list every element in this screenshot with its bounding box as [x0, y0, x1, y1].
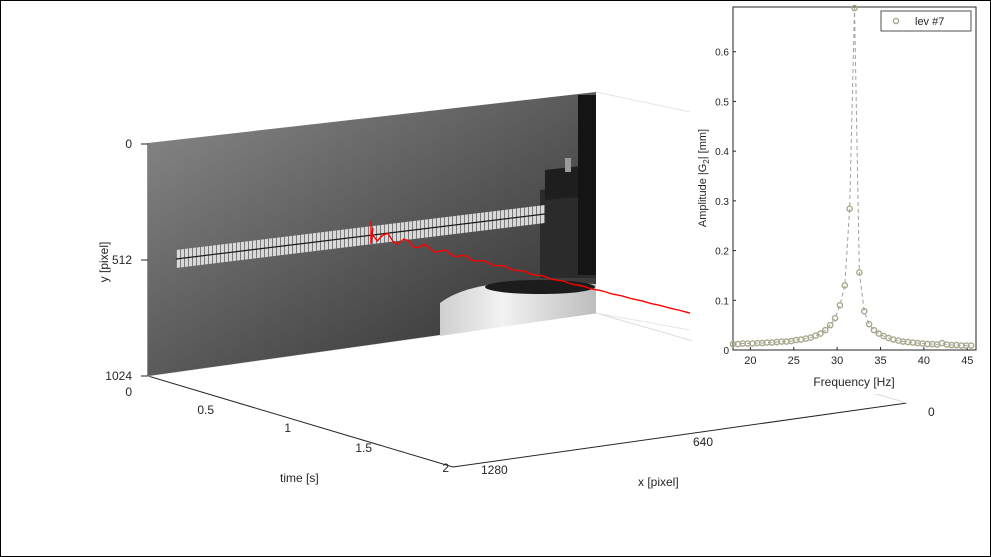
- data-point: [967, 342, 975, 349]
- data-point: [870, 326, 878, 334]
- data-point: [836, 301, 844, 309]
- inset-y-tick-label: 0.4: [715, 147, 729, 158]
- data-point: [851, 4, 858, 12]
- x-axis-line: [452, 402, 908, 468]
- legend-box: [880, 10, 972, 32]
- frf-inset-chart: 20 25 30 35 40 45 0 0.1 0.2 0.3 0.4 0.5 0.6 lev #7 F…: [692, 4, 984, 394]
- x-tick-label: 640: [693, 435, 713, 449]
- time-axis-label: time [s]: [280, 471, 319, 485]
- data-point: [817, 330, 824, 337]
- data-point: [856, 269, 863, 276]
- inset-markers: [729, 4, 975, 349]
- x-axis-label: x [pixel]: [638, 475, 679, 489]
- fit-curve: [733, 7, 972, 347]
- legend: lev #7: [880, 10, 972, 32]
- beam-centerline: [175, 213, 546, 260]
- y-axis-label: y [pixel]: [97, 242, 111, 283]
- shaker-cup: [440, 281, 596, 336]
- box-edge-bottom: [595, 312, 691, 331]
- y-tick-label: 512: [112, 253, 132, 267]
- inset-y-tick-label: 0: [723, 346, 729, 357]
- y-label-tail: | [mm]: [697, 129, 709, 159]
- data-point: [822, 326, 829, 334]
- time-tick-label: 0: [125, 385, 132, 399]
- time-axis-line: [147, 375, 454, 468]
- inset-plot-box: [732, 6, 977, 351]
- x-tick-label: 0: [928, 405, 935, 419]
- legend-marker: [892, 17, 900, 25]
- data-point: [865, 320, 873, 328]
- box-edge-top: [595, 91, 691, 113]
- x-tick-label: 1280: [481, 463, 508, 477]
- inset-x-tick-label: 40: [918, 355, 930, 367]
- inset-x-tick-label: 35: [874, 355, 886, 367]
- y-label-main: Amplitude |G: [697, 164, 709, 227]
- fixture-column: [578, 95, 596, 275]
- inset-y-tick-label: 0.2: [715, 247, 729, 258]
- time-tick-label: 2: [442, 461, 449, 475]
- shaker-rim: [485, 280, 595, 294]
- inset-x-label: Frequency [Hz]: [813, 375, 894, 389]
- inset-y-tick-label: 0.6: [715, 48, 729, 59]
- data-point: [841, 282, 849, 289]
- inset-y-label: Amplitude |G2| [mm]: [697, 129, 711, 227]
- time-tick-label: 1: [284, 421, 291, 435]
- data-point: [826, 321, 834, 329]
- inset-x-tick-label: 30: [831, 355, 843, 367]
- displacement-trace: [370, 221, 691, 314]
- inset-y-tick-label: 0.5: [715, 97, 729, 108]
- inset-x-tick-label: 25: [788, 355, 800, 367]
- time-tick-label: 1.5: [355, 441, 372, 455]
- inset-x-tick-label: 20: [744, 355, 756, 367]
- inset-y-tick-label: 0.3: [715, 197, 729, 208]
- data-point: [860, 307, 868, 315]
- camera-image: [148, 92, 691, 376]
- inset-ticks: 20 25 30 35 40 45 0 0.1 0.2 0.3 0.4 0.5 0.6: [715, 48, 973, 367]
- inset-y-tick-label: 0.1: [715, 296, 729, 307]
- time-tick-label: 0.5: [197, 403, 214, 417]
- inset-x-tick-label: 45: [961, 355, 973, 367]
- legend-entry: lev #7: [915, 16, 944, 28]
- y-tick-label: 1024: [105, 369, 132, 383]
- y-tick-label: 0: [125, 137, 132, 151]
- data-point: [875, 330, 883, 337]
- data-point: [831, 314, 839, 322]
- y-label-sub: 2: [702, 159, 711, 164]
- data-point: [846, 205, 853, 213]
- clamp-bolt: [565, 158, 571, 172]
